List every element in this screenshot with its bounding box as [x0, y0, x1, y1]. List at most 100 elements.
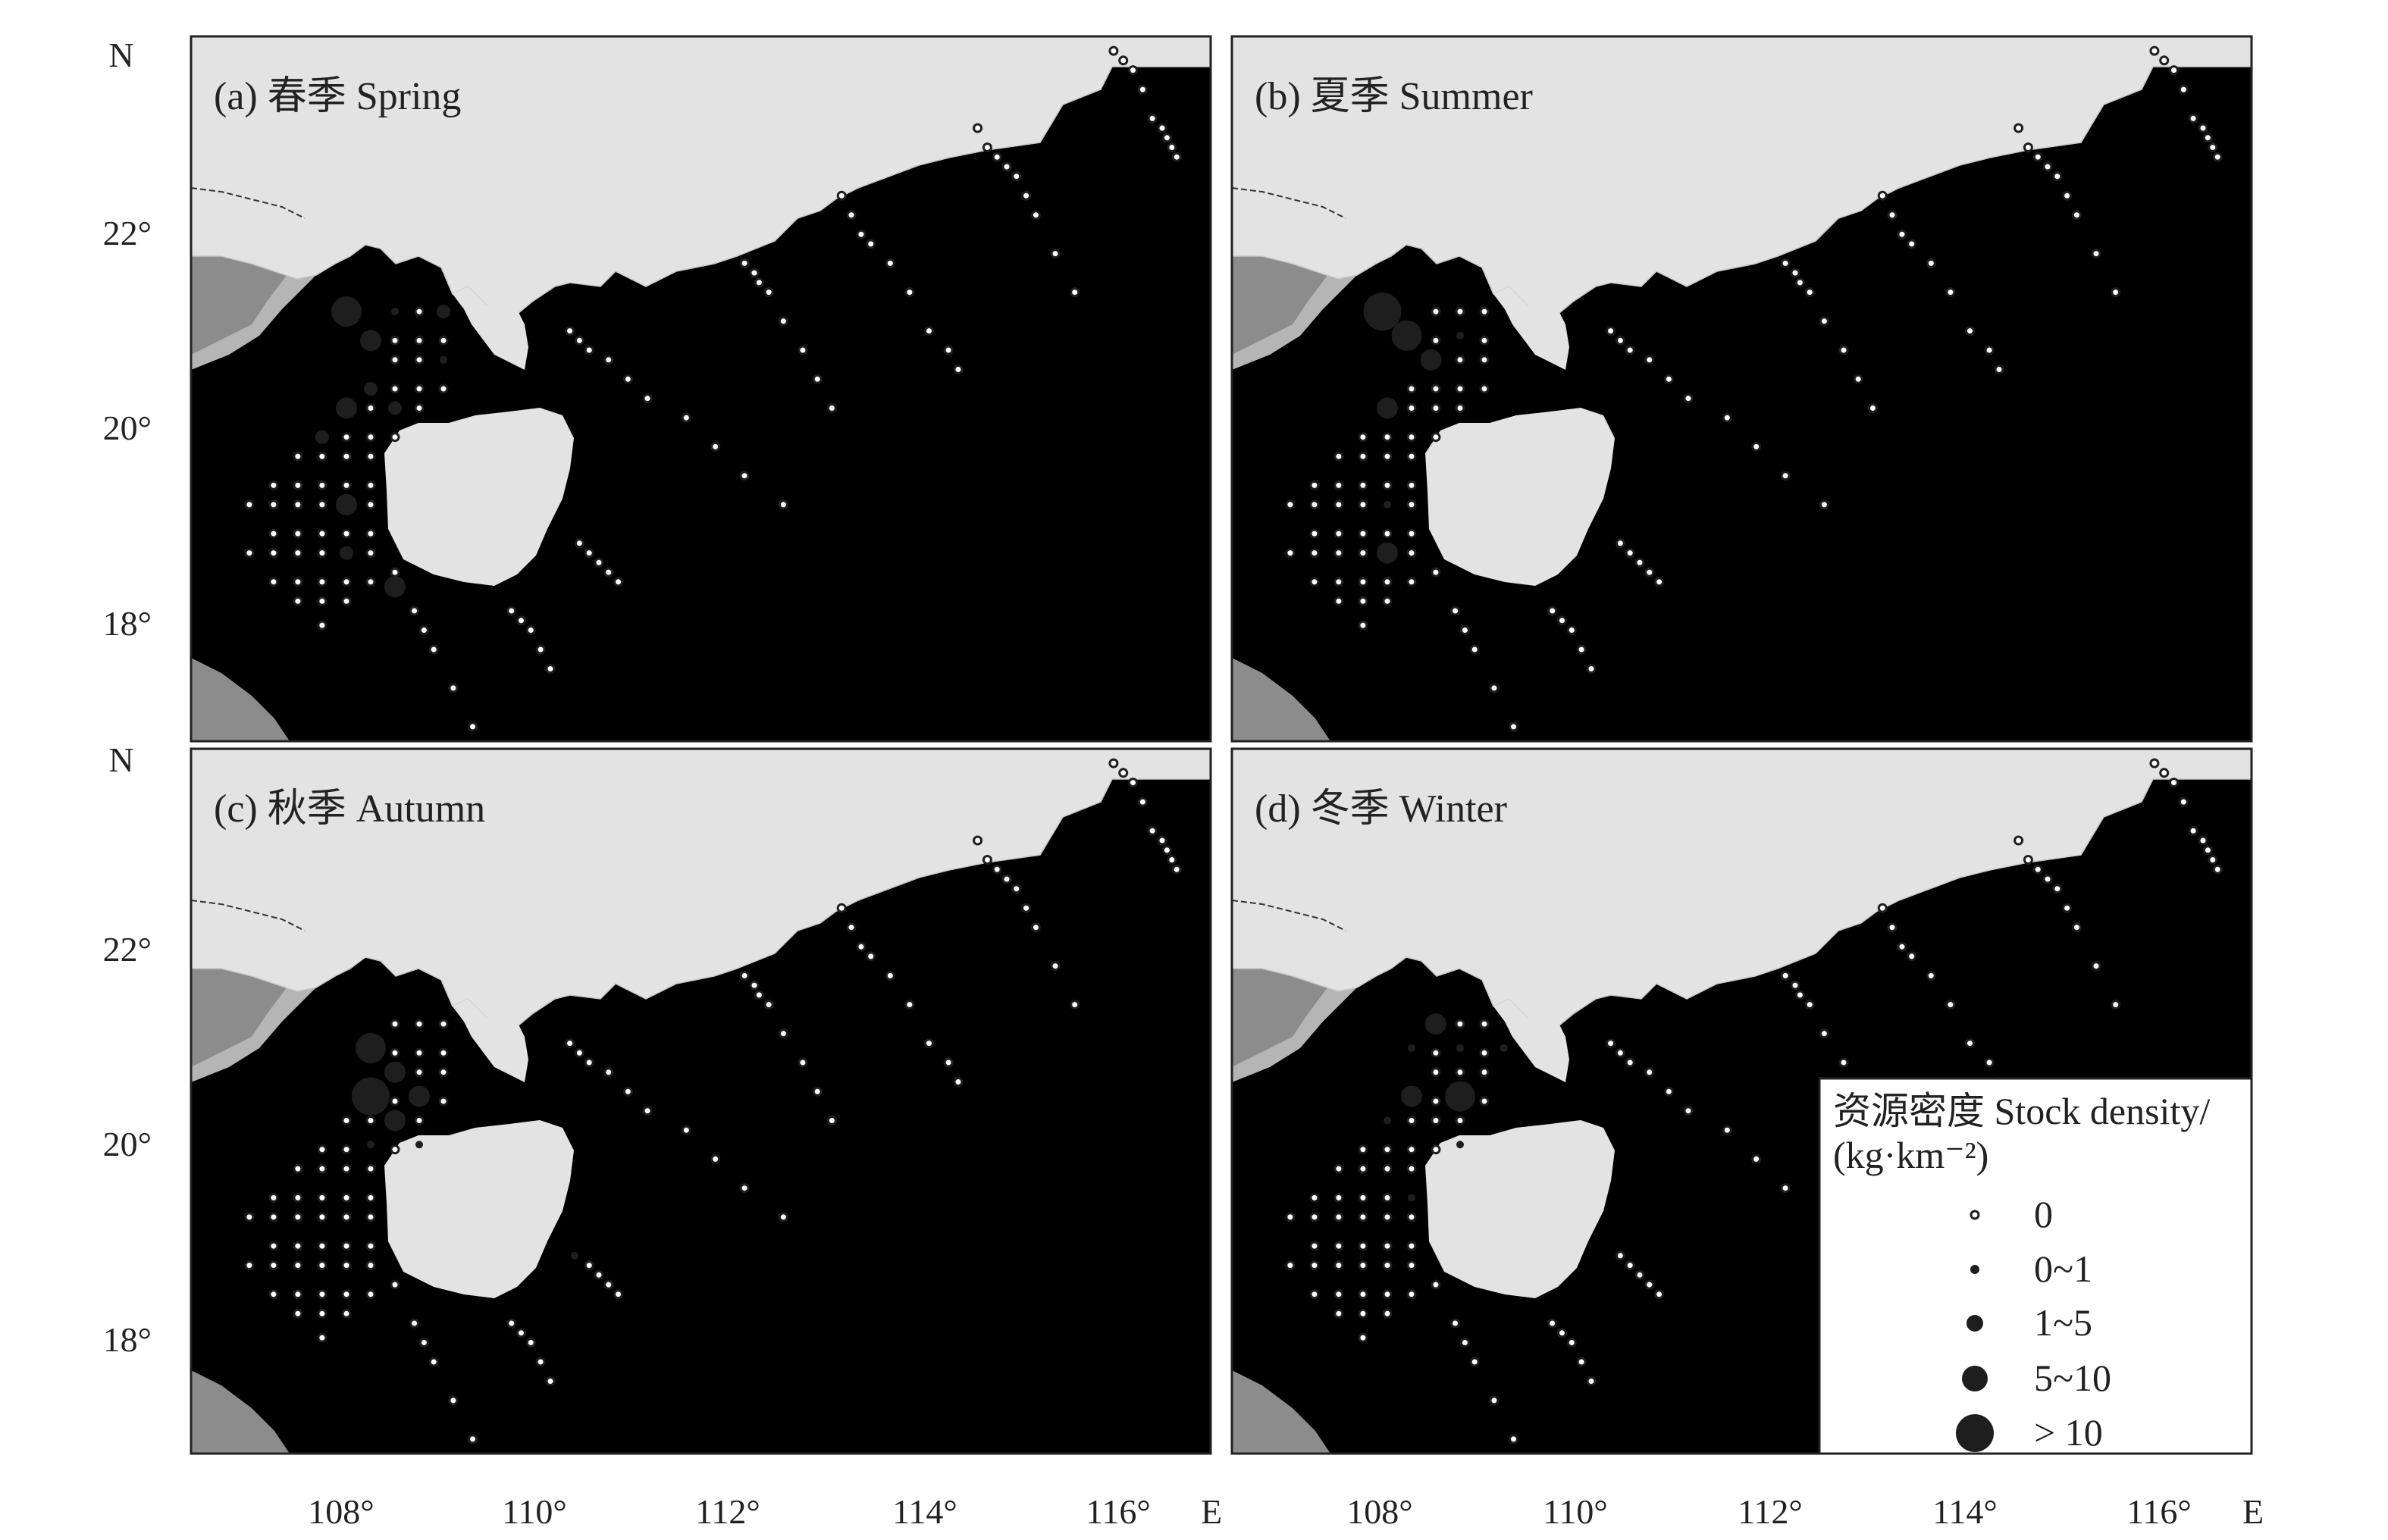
panel-autumn: (c) 秋季 Autumn: [190, 747, 1212, 1455]
station-empty: [1615, 538, 1625, 549]
border-line: [191, 900, 306, 931]
station-empty: [1030, 922, 1041, 933]
station-empty: [438, 1047, 449, 1058]
station-empty: [1431, 1279, 1441, 1290]
legend-label-1-5: 1~5: [2034, 1301, 2092, 1344]
panel-autumn-map: [191, 749, 1211, 1454]
station-empty: [365, 480, 376, 490]
station-empty: [341, 480, 352, 490]
station-empty: [1382, 1241, 1393, 1251]
station-empty: [1333, 451, 1344, 462]
station-empty: [1030, 210, 1041, 221]
station-empty: [739, 471, 750, 481]
station-empty: [365, 432, 376, 443]
station-empty: [1167, 855, 1177, 865]
station-empty: [1965, 326, 1975, 336]
station-empty: [1431, 1047, 1441, 1058]
land: [1232, 749, 2252, 1454]
station-empty: [390, 1279, 400, 1290]
station-empty: [1509, 721, 1518, 732]
station-empty: [1455, 1067, 1465, 1078]
leizhou-peninsula: [1493, 286, 1569, 370]
station-empty: [603, 1279, 614, 1290]
station-empty: [749, 268, 760, 278]
station-empty: [341, 451, 352, 462]
station-empty: [1382, 528, 1393, 539]
station-empty: [1137, 84, 1148, 95]
station-catch: [1456, 1044, 1464, 1052]
vietnam-south-land: [191, 658, 290, 741]
station-empty: [1455, 1019, 1465, 1029]
station-empty: [268, 548, 279, 559]
lon-tick-108-right: 108°: [1346, 1492, 1412, 1531]
station-empty: [749, 980, 760, 991]
station-empty: [1566, 625, 1577, 635]
station-empty: [365, 528, 376, 539]
station-empty: [1382, 1289, 1393, 1300]
station-empty: [448, 1395, 459, 1406]
station-catch: [384, 1110, 406, 1132]
station-empty: [1722, 1125, 1732, 1135]
station-catch: [1500, 1044, 1508, 1052]
station-empty: [1819, 499, 1829, 510]
stations: [1285, 758, 2223, 1445]
station-empty: [1780, 970, 1791, 981]
station-empty: [1897, 941, 1907, 952]
land: [191, 749, 1211, 1454]
station-empty: [1489, 683, 1500, 693]
hainan-island: [384, 408, 574, 586]
axis-labels: N N 22° 20° 18° 22° 20° 18° 108° 110° 11…: [103, 36, 2264, 1531]
station-empty: [317, 1308, 327, 1319]
station-empty: [317, 1260, 327, 1271]
station-empty: [317, 499, 327, 510]
station-empty: [1431, 1096, 1441, 1106]
station-empty: [1157, 835, 1167, 846]
station-empty: [1358, 1332, 1368, 1343]
station-empty: [244, 548, 255, 559]
station-empty: [642, 393, 653, 404]
station-empty: [1382, 577, 1393, 587]
panel-frame: [190, 35, 1212, 743]
legend-symbol-gt-10: [1956, 1414, 1994, 1452]
station-empty: [584, 548, 594, 559]
station-empty: [739, 1183, 750, 1194]
station-empty: [1479, 306, 1490, 317]
station-empty: [1663, 374, 1674, 384]
station-empty: [1406, 1212, 1417, 1222]
station-empty: [1309, 577, 1320, 587]
station-catch: [356, 1032, 386, 1063]
lon-tick-112-left: 112°: [695, 1492, 760, 1531]
station-empty: [1455, 403, 1465, 413]
station-empty: [365, 499, 376, 510]
station-empty: [1358, 1260, 1368, 1271]
land: [191, 36, 1211, 741]
station-empty: [1161, 845, 1172, 856]
lat-tick-22-top: 22°: [103, 214, 152, 252]
station-empty: [763, 287, 774, 298]
station-empty: [710, 1153, 721, 1164]
station-empty: [846, 922, 857, 933]
station-empty: [1780, 258, 1791, 268]
station-empty: [613, 577, 624, 587]
station-empty: [438, 383, 449, 394]
legend-box: [1818, 1077, 2253, 1455]
station-empty: [293, 480, 303, 490]
station-catch: [336, 493, 357, 515]
station-empty: [812, 374, 823, 384]
station-empty: [1479, 1047, 1490, 1058]
station-empty: [1576, 644, 1587, 655]
station-empty: [681, 412, 691, 423]
station-empty: [1382, 1163, 1393, 1174]
station-empty: [1382, 1144, 1393, 1155]
legend: 资源密度 Stock density/ (kg·km⁻²) 0 0~1 1~5 …: [1818, 1077, 2253, 1455]
station-empty: [2208, 855, 2218, 865]
station-empty: [1406, 1144, 1417, 1155]
station-empty: [1780, 1183, 1791, 1194]
station-empty: [992, 152, 1002, 162]
station-empty: [268, 1260, 279, 1271]
station-empty: [2042, 161, 2053, 172]
land: [1232, 36, 2252, 741]
station-empty: [973, 123, 983, 133]
station-empty: [1358, 548, 1368, 559]
station-catch: [1391, 320, 1422, 351]
